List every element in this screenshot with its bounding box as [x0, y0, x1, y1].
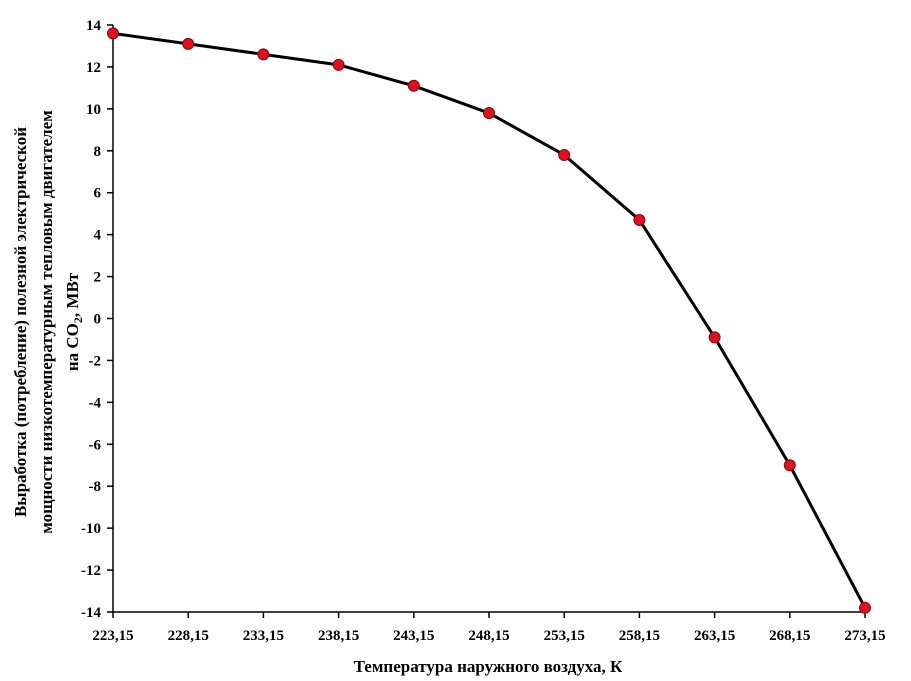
y-axis-title: Выработка (потребление) полезной электри…	[11, 110, 85, 534]
data-point	[708, 331, 721, 344]
y-tick-label: 0	[94, 312, 102, 328]
y-tick-label: -6	[89, 437, 102, 453]
x-tick-label: 263,15	[694, 628, 735, 644]
y-tick-label: 4	[94, 228, 102, 244]
data-point	[332, 58, 345, 71]
x-tick-label: 228,15	[168, 628, 209, 644]
series-line	[112, 31, 867, 609]
y-tick-label: 2	[94, 270, 102, 286]
x-axis-title: Температура наружного воздуха, К	[354, 657, 623, 676]
y-tick-label: -12	[81, 563, 101, 579]
y-tick-label: -14	[81, 605, 101, 621]
data-point	[633, 213, 646, 226]
y-tick-label: -4	[89, 395, 102, 411]
y-axis-title-subscript: 2	[71, 317, 85, 323]
data-point	[859, 601, 871, 614]
y-axis-title-suffix: , МВт	[63, 272, 82, 317]
data-point	[182, 37, 195, 50]
x-tick-label: 268,15	[769, 628, 810, 644]
data-point	[257, 48, 270, 61]
data-point	[107, 27, 119, 40]
data-series	[107, 27, 871, 614]
x-tick-label: 233,15	[243, 628, 284, 644]
axes	[107, 24, 866, 618]
y-tick-labels: 14 12 10 8 6 4 2 0 -2 -4 -6 -8 -10 -12 -14	[81, 18, 102, 621]
x-tick-label: 248,15	[468, 628, 509, 644]
y-tick-label: 10	[86, 102, 101, 118]
y-axis-title-line-3: на CO2, МВт	[63, 272, 85, 371]
data-point	[407, 79, 420, 92]
data-point	[483, 107, 495, 120]
y-tick-label: -2	[89, 353, 102, 369]
y-tick-label: -10	[81, 521, 101, 537]
y-tick-label: -8	[89, 479, 102, 495]
y-tick-label: 6	[94, 186, 102, 202]
x-tick-label: 253,15	[544, 628, 585, 644]
y-axis-title-prefix: на CO	[63, 323, 82, 371]
data-point	[558, 148, 571, 161]
x-tick-label: 238,15	[318, 628, 359, 644]
x-tick-label: 223,15	[92, 628, 133, 644]
y-axis-title-line-2: мощности низкотемпературным тепловым дви…	[37, 110, 56, 534]
x-tick-labels: 223,15 228,15 233,15 238,15 243,15 248,15 253,…	[92, 628, 885, 644]
y-tick-label: 14	[86, 18, 102, 34]
y-tick-label: 12	[86, 60, 101, 76]
y-axis-title-line-1: Выработка (потребление) полезной электри…	[11, 127, 30, 517]
x-tick-label: 258,15	[619, 628, 660, 644]
y-tick-label: 8	[94, 144, 102, 160]
x-tick-label: 273,15	[844, 628, 885, 644]
x-tick-label: 243,15	[393, 628, 434, 644]
data-point	[783, 459, 796, 472]
